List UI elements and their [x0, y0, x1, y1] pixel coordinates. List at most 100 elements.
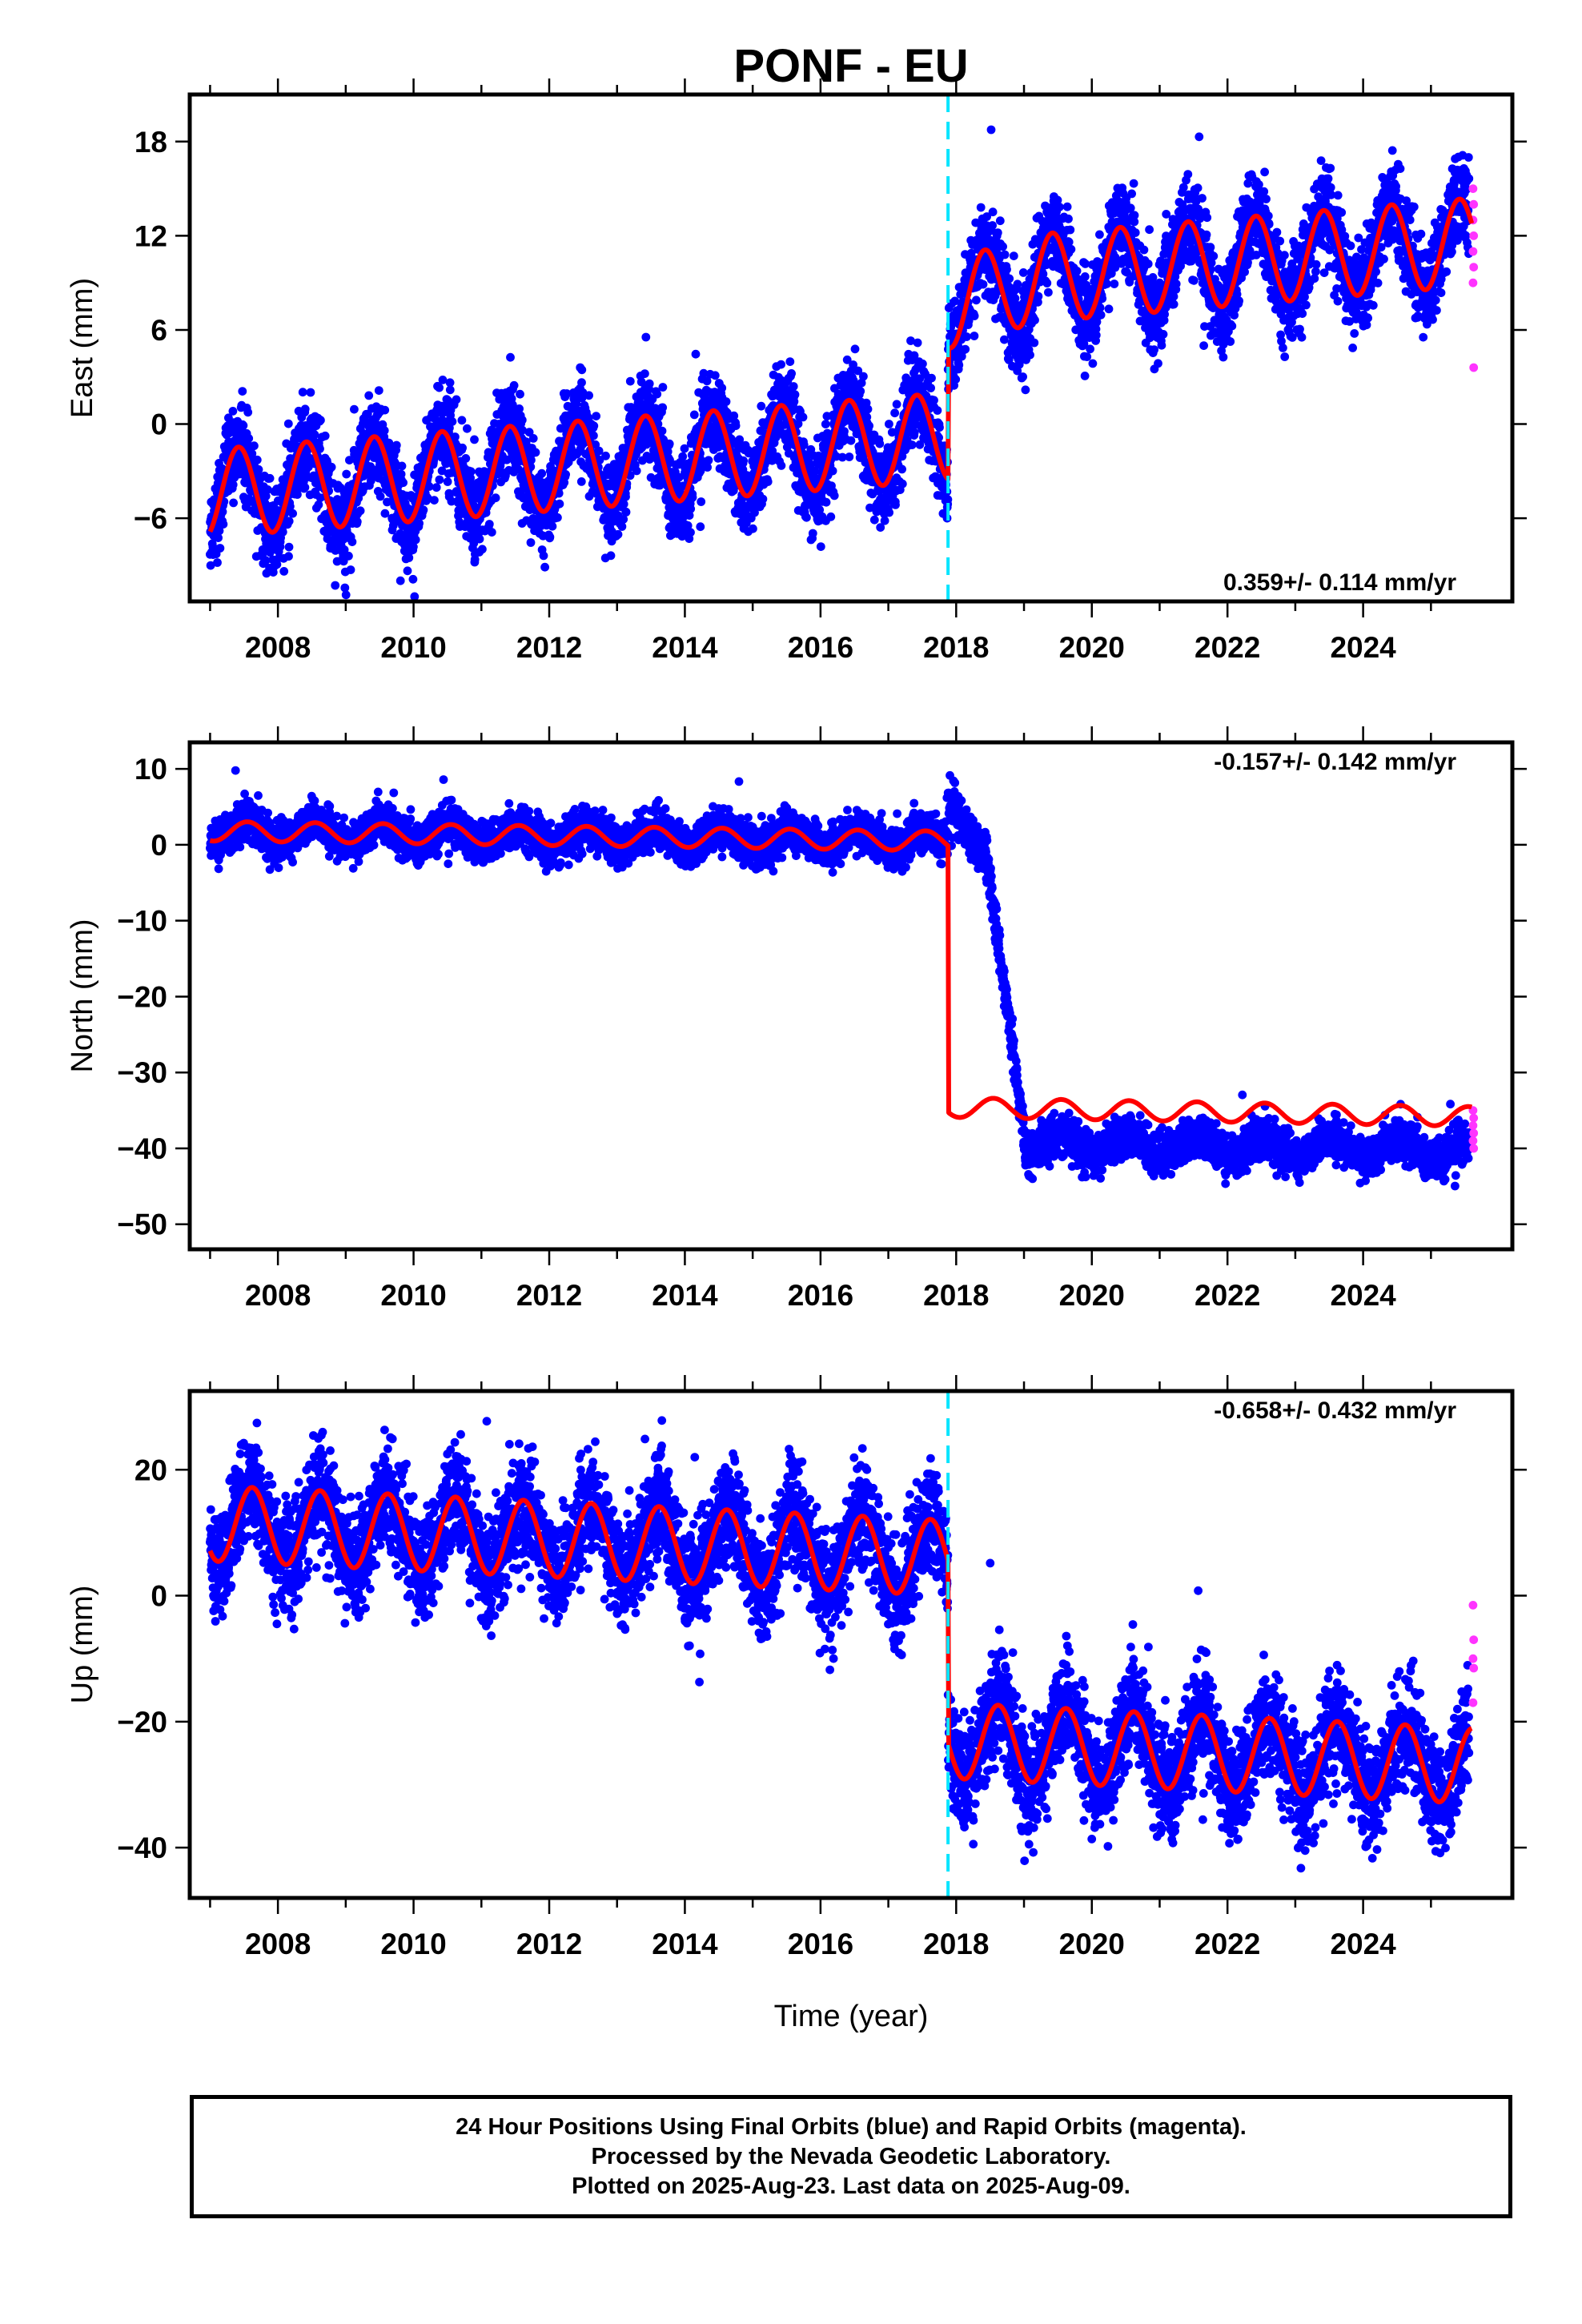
- data-point: [935, 423, 944, 432]
- data-point: [897, 464, 906, 474]
- data-point: [913, 338, 922, 348]
- data-point: [1096, 310, 1106, 320]
- data-point: [1158, 330, 1168, 339]
- data-point: [678, 452, 688, 461]
- data-point: [1171, 279, 1181, 288]
- data-point: [826, 512, 836, 521]
- data-point: [777, 360, 785, 369]
- data-point: [961, 344, 970, 354]
- data-point: [461, 454, 471, 463]
- data-point: [430, 496, 439, 505]
- data-point: [885, 420, 893, 428]
- data-point: [689, 410, 699, 420]
- data-point: [213, 558, 222, 567]
- data-point: [891, 501, 900, 509]
- data-point: [970, 312, 979, 320]
- data-point: [1130, 211, 1139, 220]
- data-point: [846, 436, 856, 445]
- data-point: [346, 565, 355, 574]
- plot-area: [206, 94, 1479, 601]
- data-point: [1044, 287, 1053, 297]
- data-point: [617, 522, 627, 531]
- data-point: [478, 545, 487, 554]
- data-point: [1130, 228, 1140, 237]
- data-point: [697, 497, 706, 506]
- data-point: [411, 535, 420, 545]
- data-point: [606, 551, 616, 561]
- data-point: [686, 528, 695, 537]
- data-point: [821, 420, 830, 428]
- data-point: [451, 432, 460, 441]
- data-point: [228, 480, 238, 489]
- data-point: [951, 375, 961, 384]
- data-point: [1150, 345, 1158, 355]
- data-point: [1054, 203, 1064, 211]
- data-point: [721, 397, 731, 406]
- data-point: [380, 509, 390, 518]
- data-point: [621, 508, 631, 517]
- data-point: [739, 456, 748, 465]
- data-point: [410, 592, 420, 601]
- data-point: [345, 456, 354, 464]
- data-point: [1009, 251, 1018, 260]
- data-point: [863, 404, 873, 414]
- data-point: [1139, 245, 1149, 255]
- data-point: [1095, 230, 1104, 239]
- data-point: [229, 498, 238, 508]
- data-point: [1091, 331, 1101, 340]
- data-point: [592, 412, 600, 420]
- data-point: [435, 383, 444, 392]
- data-point: [1030, 316, 1039, 325]
- data-point: [758, 494, 768, 504]
- data-point: [548, 521, 557, 531]
- data-point: [885, 508, 893, 517]
- data-point: [555, 499, 564, 509]
- data-point: [219, 520, 228, 529]
- data-point: [1042, 279, 1052, 287]
- data-point: [1030, 338, 1039, 348]
- data-point: [445, 385, 455, 395]
- data-point: [658, 403, 668, 412]
- data-point: [279, 567, 289, 576]
- data-point: [484, 520, 494, 529]
- data-point: [516, 389, 524, 399]
- data-point: [537, 468, 547, 478]
- panels: 2008 2010 2012 2014 2016 2018 2020 2022 20241812…: [66, 78, 1527, 1960]
- data-point: [355, 506, 365, 516]
- data-point: [448, 417, 457, 426]
- data-point: [933, 406, 942, 415]
- data-point: [437, 466, 447, 476]
- data-point: [244, 434, 254, 443]
- data-point: [927, 373, 936, 383]
- data-point: [487, 528, 496, 537]
- data-point: [943, 495, 953, 505]
- data-point: [869, 515, 879, 525]
- data-point: [601, 451, 610, 460]
- data-point: [531, 448, 540, 457]
- data-point: [350, 404, 359, 414]
- data-point: [327, 462, 336, 472]
- data-point: [545, 533, 555, 541]
- data-point: [640, 369, 649, 378]
- data-point: [528, 434, 538, 443]
- data-point: [1021, 385, 1030, 395]
- data-point: [589, 431, 598, 440]
- data-point: [272, 560, 282, 569]
- data-point: [696, 522, 705, 532]
- data-point: [576, 477, 586, 486]
- data-point: [589, 421, 599, 431]
- data-point: [509, 380, 519, 390]
- data-point: [749, 524, 757, 533]
- data-point: [787, 369, 796, 378]
- data-point: [897, 479, 907, 489]
- data-point: [539, 551, 548, 561]
- data-point: [403, 566, 412, 576]
- data-point: [641, 332, 651, 342]
- final-orbit-points: [206, 125, 1474, 601]
- data-point: [284, 542, 294, 552]
- data-point: [340, 583, 350, 593]
- data-point: [865, 421, 873, 431]
- data-point: [731, 421, 741, 430]
- data-point: [1066, 244, 1076, 254]
- data-point: [704, 456, 713, 465]
